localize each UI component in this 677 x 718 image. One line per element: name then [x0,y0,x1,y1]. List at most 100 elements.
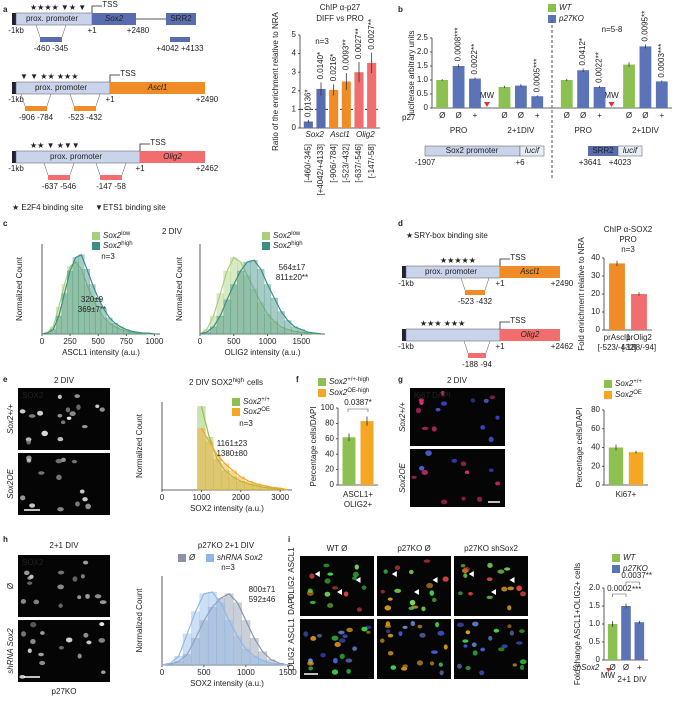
legend-name: WT [559,3,573,12]
nucleus [29,574,34,579]
bar [498,87,511,108]
nucleus [480,647,486,652]
x-tick-label: Ø [501,111,507,120]
group-label: Sox2 [306,130,325,139]
x-axis-label: SOX2 intensity (a.u.) [190,504,264,513]
legend-label: WT [623,553,637,562]
annotation: 1380±80 [216,449,248,458]
gene [110,82,205,94]
nucleus [339,653,345,660]
nucleus [419,400,424,405]
nucleus [99,407,105,412]
bar [342,437,356,485]
hist-bar [72,257,79,335]
panel-letter: a [3,5,8,14]
marker-triangle [606,668,611,672]
nucleus [26,439,32,445]
legend-swatch [232,398,240,406]
nucleus [419,632,426,638]
nucleus [26,458,32,463]
nucleus [38,652,44,657]
stain-label: Ki67 [414,391,431,400]
coord: -1kb [8,95,24,104]
group-label: 2+1DIV [632,126,660,135]
region [48,175,70,180]
note: n=3 [101,252,115,261]
coord: -1kb [8,164,24,173]
nucleus [489,395,495,400]
nucleus [346,627,353,633]
nucleus [40,631,45,635]
x-tick-label: Ø [642,111,648,120]
legend-label: Sox2low [273,231,301,241]
nucleus [390,665,397,670]
legend-symbol: ▼ [95,203,103,212]
y-tick-label: 40 [325,449,334,458]
nucleus [303,631,309,637]
region-label: +4042 +4133 [156,44,204,53]
marker-triangle [608,102,615,107]
nucleus [21,631,26,637]
legend-swatch [548,4,556,12]
x-tick-label: 1500 [279,668,297,677]
nucleus [501,644,508,649]
cap [12,151,16,163]
nucleus [471,642,477,648]
legend-name: Sox2 [329,388,348,397]
annotation: 564±17 [279,263,306,272]
nucleus [308,666,314,671]
region [25,106,47,111]
nucleus [352,646,357,651]
group-label: Olig2 [356,130,375,139]
tss-arrow [499,258,510,266]
legend-label: WT [559,3,573,12]
bar [367,62,377,128]
y-tick-label: 2.0 [589,583,601,592]
bar [631,294,647,330]
legend-name: Sox2 [103,231,122,240]
legend-sup: high [291,241,302,247]
nucleus [515,641,523,645]
series-line [161,591,288,666]
nucleus [470,398,476,403]
nucleus [507,605,512,611]
nucleus [483,398,489,404]
construct-label: lucif [623,146,638,155]
coord: -1kb [398,342,414,351]
nucleus [307,661,314,666]
arrowhead [509,577,515,583]
row-label: Sox2OE [398,462,407,492]
marker-triangle [483,102,490,107]
nucleus [439,670,444,676]
nucleus [57,570,65,575]
nucleus [58,646,64,650]
panel-letter: f [296,375,299,384]
y-tick-label: 3 [292,67,297,76]
nucleus [345,658,353,663]
row-label: DAPI [287,596,296,615]
coord: +1 [135,164,145,173]
column-label: p27KO Ø [397,544,430,553]
nucleus [501,586,508,592]
y-tick-label: 60 [591,424,600,433]
legend-swatch [612,554,620,562]
nucleus [411,475,417,479]
nucleus [431,597,437,603]
bar [303,121,313,128]
nucleus [488,635,493,641]
legend-sup: OE [261,407,270,413]
hist-bar [250,260,258,335]
nucleus [56,474,62,481]
arrowhead [391,571,397,577]
chart-title: 2 DIV SOX2high cells [189,378,263,388]
nucleus [57,584,64,590]
coord: +4023 [609,158,632,167]
x-tick-label: Ø [580,111,586,120]
x-tick-label: 500 [92,337,106,346]
nucleus [421,606,426,612]
hist-bar [199,593,209,666]
nucleus [402,625,408,630]
region-bracket [35,24,67,38]
nucleus [394,588,402,593]
nucleus [29,503,36,508]
